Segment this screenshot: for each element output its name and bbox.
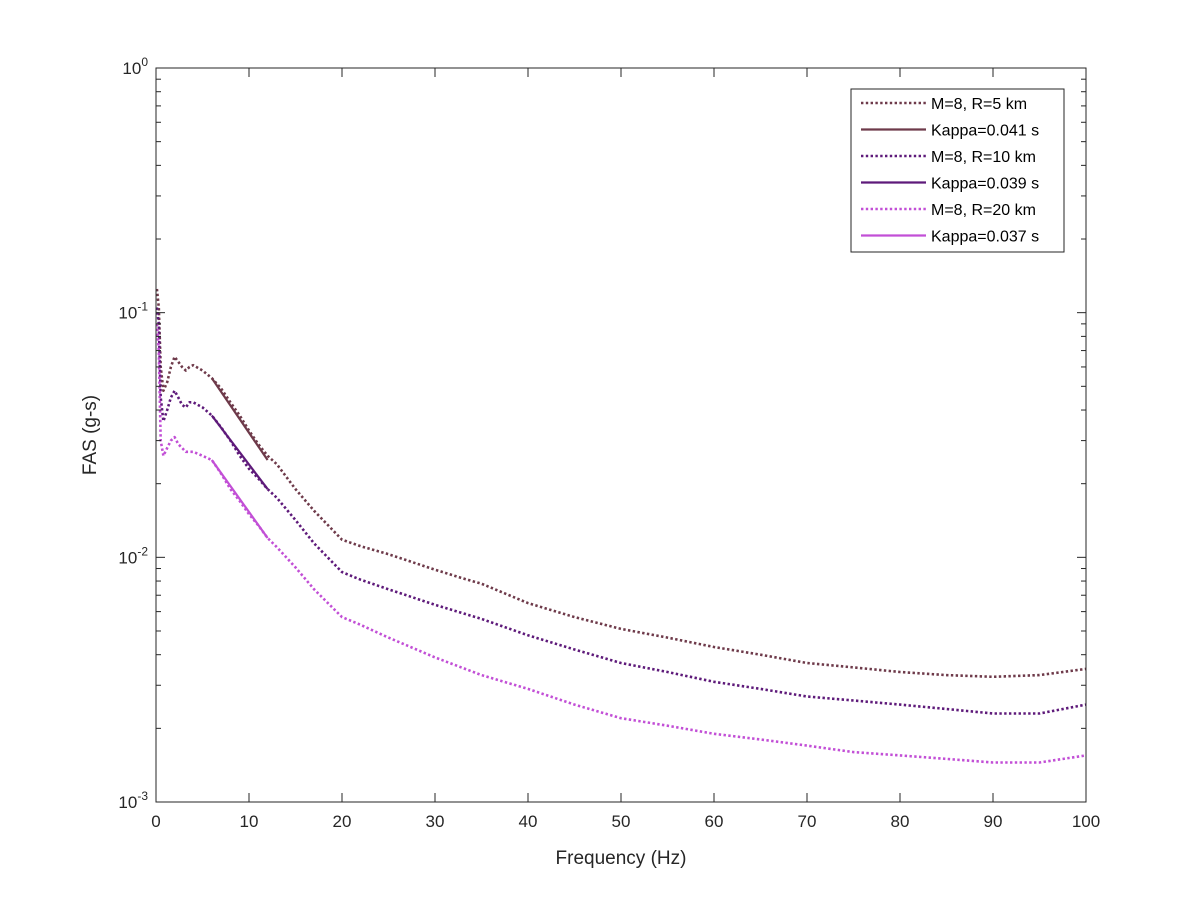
series-line-6 — [210, 459, 269, 539]
legend-label-1: M=8, R=5 km — [931, 96, 1027, 113]
x-tick-label: 80 — [891, 812, 910, 831]
x-tick-label: 20 — [333, 812, 352, 831]
tick-layer: 0 10 20 30 40 50 60 70 80 90 100 10-3 10-2 10-1 100 — [118, 55, 1100, 831]
legend-label-3: M=8, R=10 km — [931, 149, 1036, 166]
legend-label-6: Kappa=0.037 s — [931, 229, 1039, 246]
y-axis-label: FAS (g-s) — [80, 395, 101, 475]
x-axis-label: Frequency (Hz) — [556, 848, 687, 869]
legend-label-2: Kappa=0.041 s — [931, 123, 1039, 140]
x-tick-label: 10 — [240, 812, 259, 831]
y-tick-label: 10-1 — [118, 300, 148, 323]
legend-label-5: M=8, R=20 km — [931, 202, 1036, 219]
legend: M=8, R=5 km Kappa=0.041 s M=8, R=10 km Kapp… — [850, 88, 1065, 253]
x-tick-label: 40 — [519, 812, 538, 831]
y-tick-label: 100 — [122, 55, 148, 78]
x-tick-label: 90 — [984, 812, 1003, 831]
x-tick-label: 0 — [151, 812, 160, 831]
legend-box — [850, 88, 1065, 253]
x-tick-label: 60 — [705, 812, 724, 831]
plot-border — [155, 67, 1087, 803]
legend-label-4: Kappa=0.039 s — [931, 176, 1039, 193]
x-tick-label: 30 — [426, 812, 445, 831]
series-line-4 — [210, 414, 269, 490]
x-tick-label: 70 — [798, 812, 817, 831]
y-tick-label: 10-2 — [118, 544, 148, 567]
x-tick-label: 100 — [1072, 812, 1100, 831]
series-line-5 — [155, 323, 1087, 764]
y-tick-label: 10-3 — [118, 789, 148, 812]
series-layer — [155, 288, 1087, 764]
x-tick-label: 50 — [612, 812, 631, 831]
series-line-3 — [155, 307, 1087, 715]
series-line-2 — [210, 377, 269, 461]
